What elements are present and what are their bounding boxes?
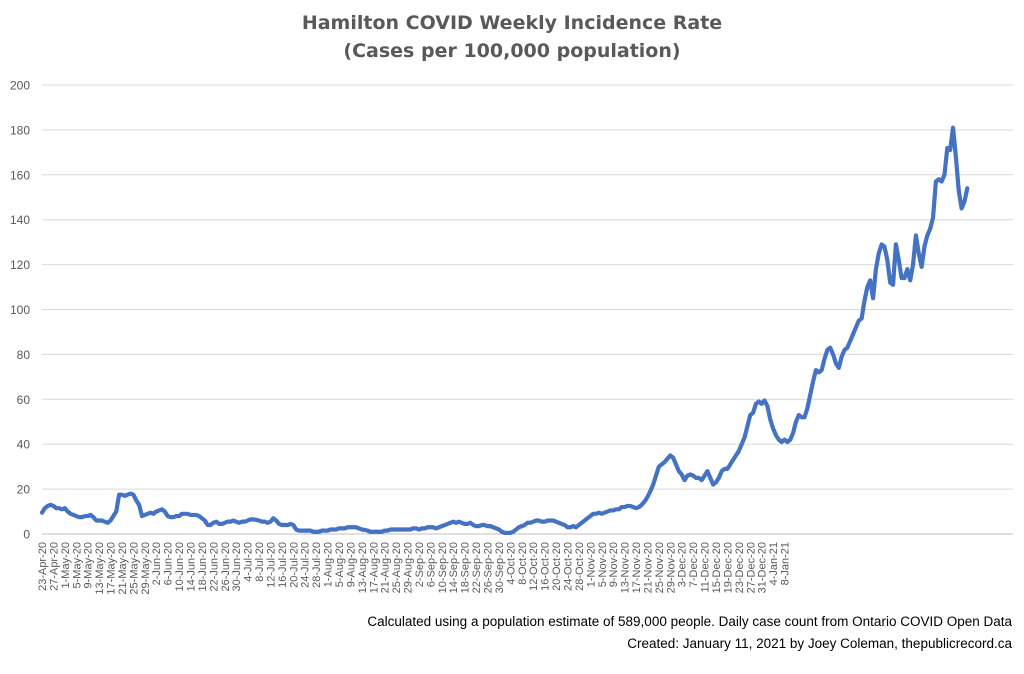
- x-tick-label: 17-Aug-20: [368, 542, 380, 593]
- x-tick-label: 27-Dec-20: [745, 542, 757, 593]
- x-tick-label: 16-Oct-20: [540, 542, 552, 591]
- x-tick-label: 10-Sep-20: [437, 542, 449, 593]
- x-tick-label: 6-Sep-20: [425, 542, 437, 587]
- x-tick-label: 4-Oct-20: [505, 542, 517, 585]
- x-tick-label: 8-Oct-20: [517, 542, 529, 585]
- chart-title-line-2: (Cases per 100,000 population): [343, 40, 681, 62]
- x-tick-label: 18-Sep-20: [460, 542, 472, 593]
- x-tick-label: 10-Jun-20: [174, 542, 186, 592]
- x-tick-label: 17-Nov-20: [631, 542, 643, 593]
- y-tick-label: 120: [10, 258, 30, 272]
- x-tick-label: 5-May-20: [71, 542, 83, 588]
- x-tick-label: 26-Jun-20: [220, 542, 232, 592]
- x-tick-label: 2-Sep-20: [414, 542, 426, 587]
- y-tick-label: 140: [10, 213, 30, 227]
- x-tick-label: 29-May-20: [140, 542, 152, 595]
- x-tick-label: 9-May-20: [83, 542, 95, 588]
- x-tick-label: 5-Nov-20: [597, 542, 609, 587]
- x-tick-label: 26-Sep-20: [483, 542, 495, 593]
- x-tick-label: 30-Jun-20: [231, 542, 243, 592]
- x-tick-label: 4-Jul-20: [243, 542, 255, 582]
- x-tick-label: 28-Jul-20: [311, 542, 323, 588]
- chart-title-line-1: Hamilton COVID Weekly Incidence Rate: [301, 12, 723, 34]
- x-tick-label: 15-Dec-20: [711, 542, 723, 593]
- x-tick-label: 12-Jul-20: [265, 542, 277, 588]
- x-tick-label: 22-Jun-20: [208, 542, 220, 592]
- x-tick-label: 23-Apr-20: [37, 542, 49, 591]
- x-axis-tick-labels: 23-Apr-20 27-Apr-20 1-May-20 5-May-20 9-May-…: [37, 542, 792, 595]
- x-tick-label: 30-Sep-20: [494, 542, 506, 593]
- x-tick-label: 8-Jul-20: [254, 542, 266, 582]
- x-tick-label: 3-Dec-20: [677, 542, 689, 587]
- x-tick-label: 29-Aug-20: [403, 542, 415, 593]
- x-tick-label: 18-Jun-20: [197, 542, 209, 592]
- x-tick-label: 22-Sep-20: [471, 542, 483, 593]
- x-tick-label: 25-Nov-20: [654, 542, 666, 593]
- x-tick-label: 5-Aug-20: [334, 542, 346, 587]
- footnote-source: Calculated using a population estimate o…: [367, 614, 1012, 629]
- footnote-credit: Created: January 11, 2021 by Joey Colema…: [627, 636, 1012, 651]
- series-layer: [39, 125, 970, 535]
- x-tick-label: 8-Jan-21: [780, 542, 792, 585]
- y-tick-label: 180: [10, 123, 30, 137]
- x-tick-label: 20-Jul-20: [288, 542, 300, 588]
- x-tick-label: 23-Dec-20: [734, 542, 746, 593]
- x-tick-label: 4-Jan-21: [768, 542, 780, 585]
- x-tick-label: 21-Aug-20: [380, 542, 392, 593]
- x-tick-label: 31-Dec-20: [757, 542, 769, 593]
- y-tick-label: 40: [17, 438, 31, 452]
- y-axis-tick-labels: 0 20 40 60 80 100 120 140 160 180 200: [10, 79, 30, 542]
- x-tick-label: 19-Dec-20: [722, 542, 734, 593]
- x-tick-label: 7-Dec-20: [688, 542, 700, 587]
- x-tick-label: 16-Jul-20: [277, 542, 289, 588]
- x-tick-label: 13-Nov-20: [620, 542, 632, 593]
- x-tick-label: 25-May-20: [128, 542, 140, 595]
- x-tick-label: 28-Oct-20: [574, 542, 586, 591]
- x-tick-label: 9-Nov-20: [608, 542, 620, 587]
- x-tick-label: 24-Oct-20: [562, 542, 574, 591]
- x-tick-label: 9-Aug-20: [345, 542, 357, 587]
- x-tick-label: 24-Jul-20: [300, 542, 312, 588]
- y-tick-label: 100: [10, 303, 30, 317]
- x-tick-label: 13-May-20: [94, 542, 106, 595]
- x-tick-label: 17-May-20: [106, 542, 118, 595]
- x-tick-label: 6-Jun-20: [163, 542, 175, 585]
- y-tick-label: 160: [10, 168, 30, 182]
- x-tick-label: 2-Jun-20: [151, 542, 163, 585]
- x-tick-label: 1-Aug-20: [323, 542, 335, 587]
- x-tick-label: 1-May-20: [60, 542, 72, 588]
- y-tick-label: 20: [17, 483, 31, 497]
- x-tick-label: 1-Nov-20: [585, 542, 597, 587]
- y-tick-label: 0: [23, 528, 30, 542]
- x-tick-label: 27-Apr-20: [48, 542, 60, 591]
- x-tick-label: 12-Oct-20: [528, 542, 540, 591]
- series-line: [39, 125, 970, 535]
- x-tick-label: 25-Aug-20: [391, 542, 403, 593]
- x-tick-label: 21-May-20: [117, 542, 129, 595]
- y-tick-label: 80: [17, 348, 31, 362]
- x-tick-label: 21-Nov-20: [642, 542, 654, 593]
- x-tick-label: 20-Oct-20: [551, 542, 563, 591]
- y-tick-label: 60: [17, 393, 31, 407]
- gridlines: [42, 84, 1013, 535]
- x-tick-label: 29-Nov-20: [665, 542, 677, 593]
- x-tick-label: 13-Aug-20: [357, 542, 369, 593]
- x-tick-label: 14-Sep-20: [448, 542, 460, 593]
- x-tick-label: 11-Dec-20: [700, 542, 712, 593]
- y-tick-label: 200: [10, 79, 30, 93]
- x-tick-label: 14-Jun-20: [186, 542, 198, 592]
